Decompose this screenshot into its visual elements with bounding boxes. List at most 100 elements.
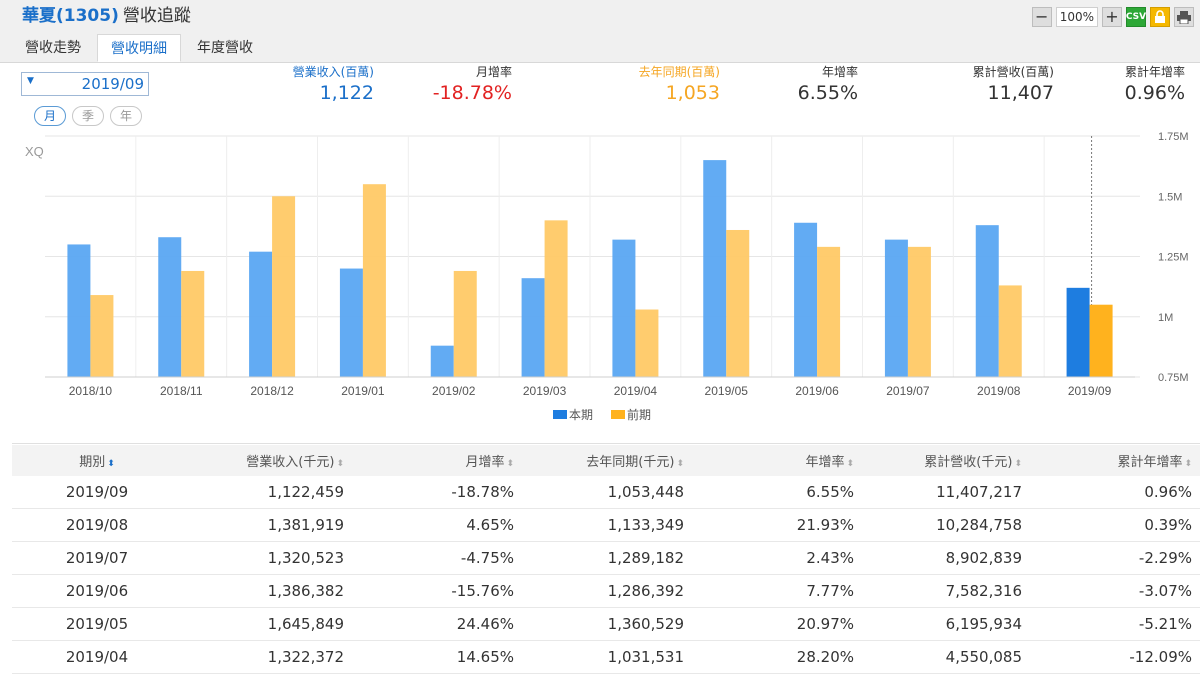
x-tick-label: 2018/12 — [250, 384, 294, 398]
table-cell: 0.96% — [1030, 476, 1200, 509]
bar-current — [703, 160, 727, 377]
print-button[interactable] — [1174, 7, 1194, 27]
column-header[interactable]: 年增率 ⬍ — [692, 445, 862, 476]
table-cell: 2019/09 — [12, 476, 182, 509]
bar-previous — [1089, 304, 1113, 377]
stat-yoy: 年增率 6.55% — [760, 64, 858, 106]
table-row: 2019/06 1,386,382 -15.76% 1,286,392 7.77% 7,5… — [12, 574, 1200, 608]
freq-monthly-button[interactable]: 月 — [34, 106, 66, 126]
stat-value: 1,122 — [319, 82, 374, 104]
stock-name[interactable]: 華夏(1305) — [22, 6, 119, 26]
table-cell: 2019/05 — [12, 607, 182, 641]
table-cell: -3.07% — [1030, 574, 1200, 608]
freq-yearly-button[interactable]: 年 — [110, 106, 142, 126]
lock-button[interactable] — [1150, 7, 1170, 27]
table-cell: -15.76% — [352, 574, 522, 608]
zoom-out-button[interactable]: − — [1031, 7, 1052, 27]
tab-revenue-trend[interactable]: 營收走勢 — [25, 40, 81, 56]
table-cell: 21.93% — [692, 508, 862, 542]
x-tick-label: 2019/03 — [523, 384, 567, 398]
period-select[interactable]: ▼ 2019/09 — [21, 72, 149, 96]
stat-label: 累計營收(百萬) — [972, 65, 1054, 79]
page-subtitle: 營收追蹤 — [122, 6, 191, 26]
x-tick-label: 2019/05 — [705, 384, 749, 398]
column-header[interactable]: 去年同期(千元) ⬍ — [522, 445, 692, 476]
table-cell: 8,902,839 — [862, 541, 1030, 575]
page-title: 華夏(1305) 營收追蹤 — [22, 6, 191, 26]
stat-label: 累計年增率 — [1124, 65, 1185, 79]
column-header-label: 年增率 — [805, 455, 845, 470]
bar-previous — [907, 246, 931, 377]
column-header[interactable]: 期別 ⬍ — [12, 445, 182, 476]
x-tick-label: 2019/04 — [614, 384, 658, 398]
column-header[interactable]: 累計年增率 ⬍ — [1030, 445, 1200, 476]
stat-label: 營業收入(百萬) — [292, 65, 374, 79]
legend-swatch — [553, 410, 567, 419]
bar-current — [67, 244, 91, 377]
table-cell: 20.97% — [692, 607, 862, 641]
table-cell: -18.78% — [352, 476, 522, 509]
x-tick-label: 2019/07 — [886, 384, 930, 398]
table-cell: 2019/06 — [12, 574, 182, 608]
bar-previous — [726, 229, 750, 377]
table-cell: 6.55% — [692, 476, 862, 509]
bar-previous — [272, 196, 296, 377]
stat-label: 去年同期(百萬) — [638, 65, 720, 79]
table-cell: 4,550,085 — [862, 640, 1030, 674]
bar-previous — [181, 270, 205, 377]
column-header[interactable]: 營業收入(千元) ⬍ — [182, 445, 352, 476]
freq-quarterly-button[interactable]: 季 — [72, 106, 104, 126]
table-cell: -2.29% — [1030, 541, 1200, 575]
table-cell: 1,286,392 — [522, 574, 692, 608]
table-cell: 14.65% — [352, 640, 522, 674]
bar-current — [884, 239, 908, 377]
stat-value: 6.55% — [797, 82, 858, 104]
column-header[interactable]: 累計營收(千元) ⬍ — [862, 445, 1030, 476]
column-header-label: 去年同期(千元) — [586, 455, 675, 470]
table-cell: 10,284,758 — [862, 508, 1030, 542]
x-tick-label: 2019/09 — [1068, 384, 1112, 398]
csv-button[interactable]: CSV — [1126, 7, 1146, 27]
column-header-label: 營業收入(千元) — [246, 455, 335, 470]
table-cell: -5.21% — [1030, 607, 1200, 641]
x-tick-label: 2018/10 — [69, 384, 113, 398]
column-header-label: 期別 — [79, 455, 106, 470]
table-body: 2019/09 1,122,459 -18.78% 1,053,448 6.55% 11,… — [12, 476, 1200, 674]
tab-annual-revenue[interactable]: 年度營收 — [197, 40, 253, 56]
table-row: 2019/08 1,381,919 4.65% 1,133,349 21.93% 10,2… — [12, 508, 1200, 542]
stat-mom: 月增率 -18.78% — [400, 64, 512, 106]
sort-icon: ⬍ — [1014, 459, 1022, 469]
bar-current — [249, 251, 273, 377]
bar-current — [158, 237, 182, 377]
table-cell: 7.77% — [692, 574, 862, 608]
table-cell: 1,053,448 — [522, 476, 692, 509]
sort-icon: ⬍ — [107, 459, 115, 469]
table-cell: 2019/04 — [12, 640, 182, 674]
bar-previous — [90, 295, 114, 377]
zoom-in-button[interactable]: + — [1102, 7, 1122, 27]
bar-current — [339, 268, 363, 377]
bar-current — [521, 278, 545, 377]
table-cell: 0.39% — [1030, 508, 1200, 542]
sort-icon: ⬍ — [336, 459, 344, 469]
table-header-row: 期別 ⬍ 營業收入(千元) ⬍ 月增率 ⬍ 去年同期(千元) ⬍ 年增率 ⬍ 累計營收(千元) ⬍ 累計… — [12, 445, 1200, 476]
table-cell: 1,289,182 — [522, 541, 692, 575]
y-tick-label: 1.75M — [1158, 131, 1189, 143]
top-bar: 華夏(1305) 營收追蹤 − 100% + CSV — [0, 0, 1200, 35]
legend-label: 前期 — [627, 407, 651, 422]
y-tick-label: 1.5M — [1158, 191, 1182, 203]
tab-revenue-detail[interactable]: 營收明細 — [97, 34, 181, 62]
table-cell: 1,031,531 — [522, 640, 692, 674]
bar-previous — [998, 285, 1022, 377]
x-tick-label: 2018/11 — [160, 384, 203, 398]
bar-previous — [635, 309, 659, 377]
stat-last-year: 去年同期(百萬) 1,053 — [590, 64, 720, 106]
column-header[interactable]: 月增率 ⬍ — [352, 445, 522, 476]
bar-previous — [453, 270, 477, 377]
dropdown-caret-icon: ▼ — [27, 76, 34, 86]
x-tick-label: 2019/08 — [977, 384, 1021, 398]
stat-label: 年增率 — [821, 65, 858, 79]
toolbar: − 100% + CSV — [1031, 6, 1194, 28]
table-cell: 4.65% — [352, 508, 522, 542]
y-tick-label: 1.25M — [1158, 252, 1189, 264]
